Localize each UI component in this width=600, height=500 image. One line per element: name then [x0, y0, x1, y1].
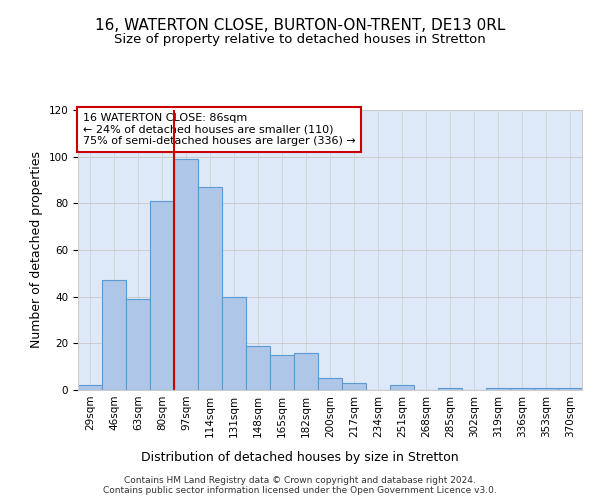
Text: Size of property relative to detached houses in Stretton: Size of property relative to detached ho… — [114, 32, 486, 46]
Text: 16 WATERTON CLOSE: 86sqm
← 24% of detached houses are smaller (110)
75% of semi-: 16 WATERTON CLOSE: 86sqm ← 24% of detach… — [83, 113, 356, 146]
Y-axis label: Number of detached properties: Number of detached properties — [30, 152, 43, 348]
Bar — [102, 280, 126, 390]
Bar — [558, 388, 582, 390]
Bar — [174, 159, 198, 390]
Bar — [438, 388, 462, 390]
Bar — [222, 296, 246, 390]
Bar — [126, 299, 150, 390]
Bar — [342, 383, 366, 390]
Bar — [78, 386, 102, 390]
Bar — [150, 201, 174, 390]
Bar — [294, 352, 318, 390]
Bar — [198, 187, 222, 390]
Text: Contains HM Land Registry data © Crown copyright and database right 2024.
Contai: Contains HM Land Registry data © Crown c… — [103, 476, 497, 495]
Bar — [270, 355, 294, 390]
Bar — [534, 388, 558, 390]
Bar — [318, 378, 342, 390]
Bar — [390, 386, 414, 390]
Bar — [510, 388, 534, 390]
Bar — [486, 388, 510, 390]
Text: 16, WATERTON CLOSE, BURTON-ON-TRENT, DE13 0RL: 16, WATERTON CLOSE, BURTON-ON-TRENT, DE1… — [95, 18, 505, 32]
Text: Distribution of detached houses by size in Stretton: Distribution of detached houses by size … — [141, 451, 459, 464]
Bar — [246, 346, 270, 390]
